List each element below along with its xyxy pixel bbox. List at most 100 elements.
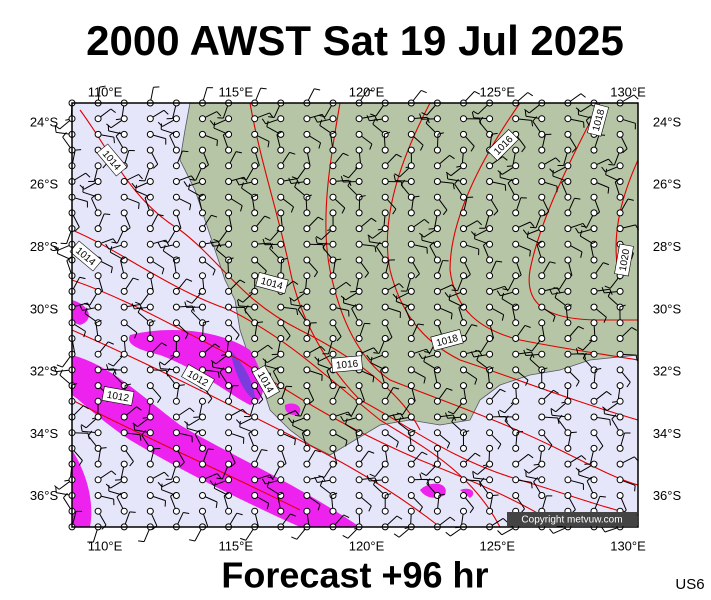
wind-feather <box>532 116 538 122</box>
wind-feather <box>368 450 375 454</box>
wind-feather <box>497 443 502 450</box>
station <box>486 382 494 390</box>
station <box>590 146 598 154</box>
station <box>433 256 441 264</box>
station <box>172 193 180 201</box>
wind-feather <box>384 131 391 135</box>
station <box>120 319 128 327</box>
station <box>355 287 363 295</box>
station <box>225 507 233 515</box>
wind-feather <box>396 515 403 520</box>
station <box>172 397 180 405</box>
lat-label: 30°S <box>30 301 59 316</box>
station <box>564 287 572 295</box>
station <box>172 130 180 138</box>
wind-feather <box>530 482 533 489</box>
wind-feather <box>132 277 139 281</box>
station <box>303 397 311 405</box>
wind-feather <box>106 364 109 371</box>
wind-feather <box>241 182 244 189</box>
wind-feather <box>552 315 556 322</box>
station <box>199 476 206 484</box>
station <box>146 382 154 390</box>
station <box>225 444 233 452</box>
wind-feather <box>472 470 478 475</box>
wind-feather <box>315 236 322 240</box>
station <box>329 429 337 437</box>
station <box>303 444 311 452</box>
wind-feather <box>216 477 223 480</box>
wind-feather <box>522 229 528 235</box>
station <box>538 178 546 185</box>
station <box>146 178 154 185</box>
wind-feather <box>536 241 543 246</box>
station <box>251 429 259 437</box>
station <box>433 193 441 201</box>
station <box>329 272 337 280</box>
station <box>616 209 624 217</box>
lon-label: 115°E <box>218 538 253 553</box>
lon-label: 125°E <box>479 84 515 99</box>
wind-feather <box>526 348 533 352</box>
isobar-label: 1020 <box>618 248 633 272</box>
wind-feather <box>393 533 400 538</box>
wind-feather <box>578 325 584 330</box>
station <box>538 130 546 138</box>
wind-feather <box>319 119 323 126</box>
station <box>251 476 259 484</box>
station <box>120 287 128 295</box>
station <box>355 115 363 123</box>
wind-feather <box>217 371 220 378</box>
lat-label: 26°S <box>30 177 59 192</box>
station <box>512 272 520 280</box>
wind-feather <box>129 461 134 467</box>
station <box>433 350 441 358</box>
station <box>303 178 311 185</box>
wind-feather <box>554 291 558 298</box>
station <box>538 492 546 499</box>
wind-feather <box>161 342 168 347</box>
station <box>407 272 415 280</box>
station <box>355 272 363 280</box>
station <box>120 366 128 374</box>
wind-feather <box>125 383 132 386</box>
wind-feather <box>281 257 288 261</box>
wind-feather <box>319 480 324 486</box>
station <box>590 209 598 217</box>
station <box>381 397 389 405</box>
station <box>486 272 494 280</box>
station <box>355 240 363 248</box>
wind-feather <box>111 470 117 476</box>
station <box>94 460 102 468</box>
station <box>564 413 572 421</box>
station <box>538 115 546 123</box>
station <box>433 272 441 280</box>
wind-feather <box>210 359 217 365</box>
forecast-label: Forecast +96 hr <box>221 555 488 596</box>
wind-feather <box>138 540 145 543</box>
wind-feather <box>474 452 481 457</box>
wind-feather <box>120 256 126 261</box>
station <box>329 444 337 452</box>
station <box>564 335 572 342</box>
isobar-label-box <box>487 129 519 161</box>
station <box>538 476 546 484</box>
wind-feather <box>580 251 583 258</box>
station <box>172 507 180 515</box>
station <box>172 476 180 484</box>
station <box>225 303 233 311</box>
station <box>512 225 520 233</box>
wind-feather <box>291 176 298 180</box>
wind-feather <box>216 473 222 479</box>
station <box>172 429 180 437</box>
wind-feather <box>53 365 57 372</box>
wind-feather <box>294 439 296 446</box>
station <box>199 507 206 515</box>
wind-feather <box>409 429 416 433</box>
lat-label: 32°S <box>30 364 59 379</box>
wind-feather <box>420 472 427 477</box>
station <box>564 272 572 280</box>
wind-feather <box>595 368 602 371</box>
station <box>355 303 363 311</box>
lat-label: 30°S <box>653 301 682 316</box>
